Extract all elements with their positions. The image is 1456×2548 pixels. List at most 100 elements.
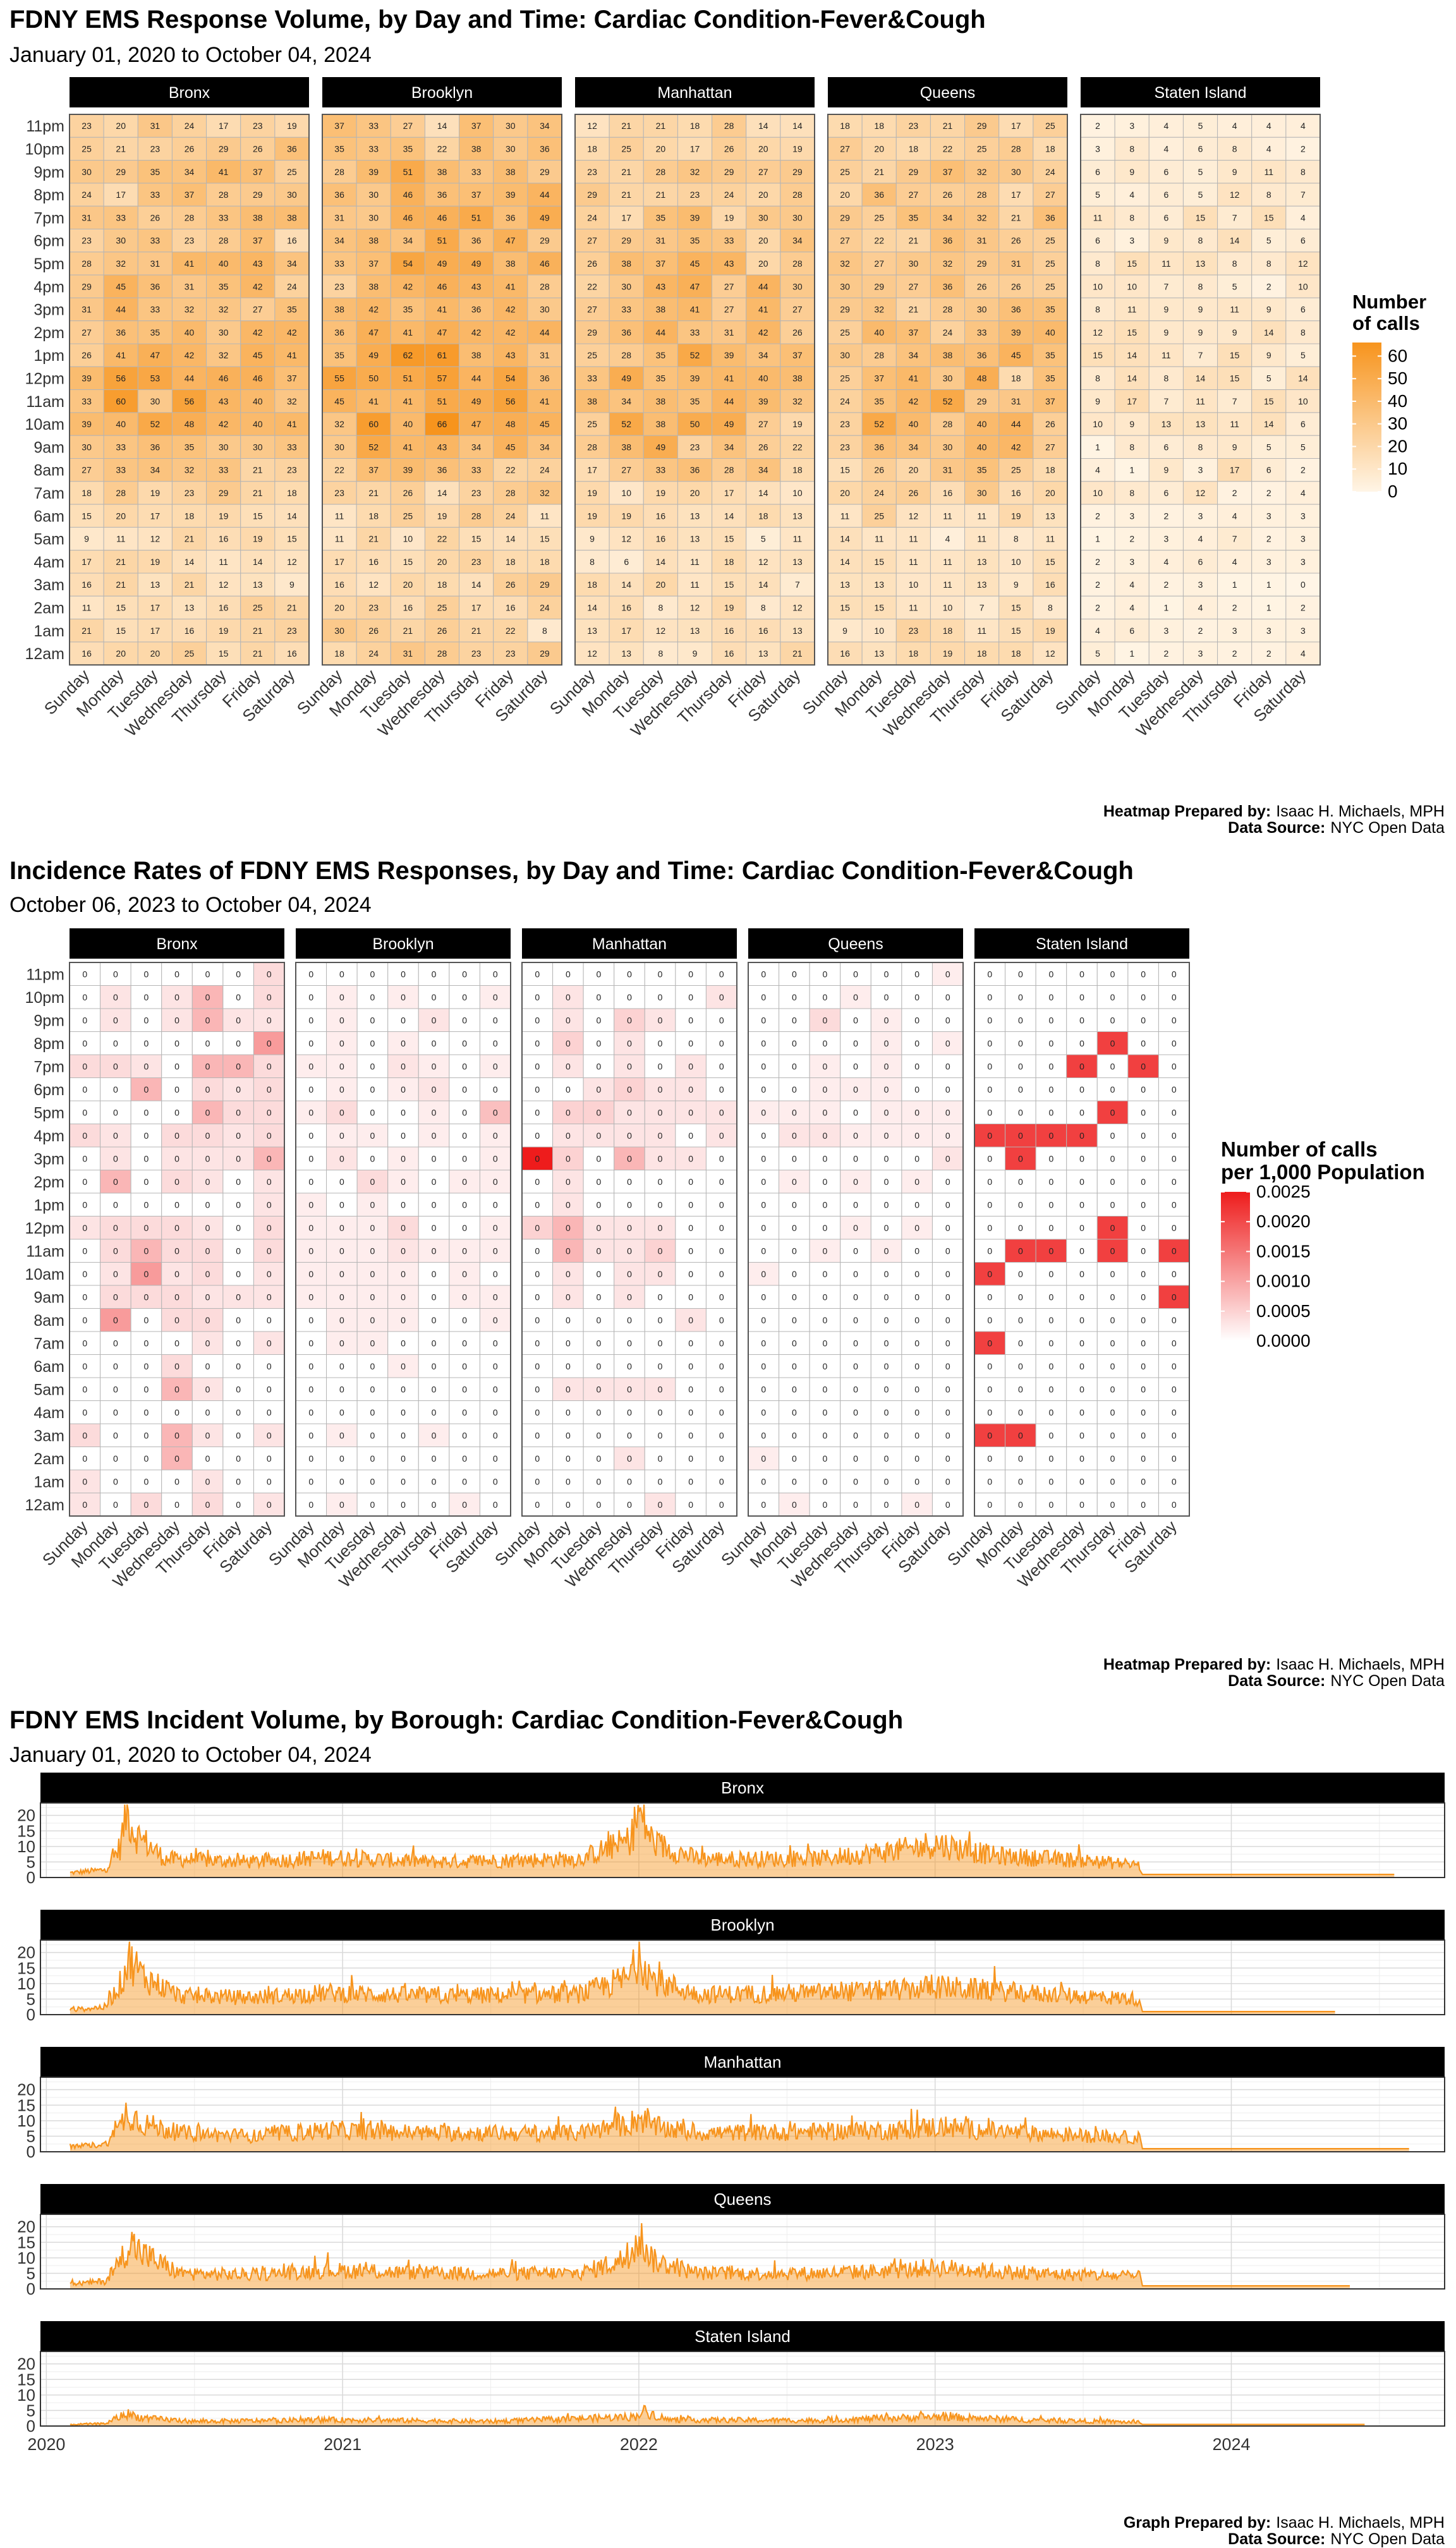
cell-value-label: 23: [690, 190, 700, 200]
cell-value-label: 0: [1049, 1015, 1054, 1025]
heatmap-cell: [322, 573, 357, 597]
cell-value-label: 16: [656, 511, 666, 521]
cell-value-label: 0: [462, 1038, 467, 1048]
cell-value-label: 0: [884, 992, 889, 1002]
cell-value-label: 0: [884, 1131, 889, 1141]
cell-value-label: 45: [116, 281, 126, 291]
cell-value-label: 14: [506, 534, 516, 544]
cell-value-label: 3: [1129, 511, 1134, 521]
cell-value-label: 40: [116, 419, 126, 429]
cell-value-label: 1: [1095, 534, 1100, 544]
cell-value-label: 0: [884, 969, 889, 979]
cell-value-label: 0: [401, 1131, 406, 1141]
cell-value-label: 19: [621, 511, 631, 521]
chart1-hour-label: 2pm: [33, 324, 64, 342]
cell-value-label: 0: [1141, 1361, 1146, 1371]
cell-value-label: 0: [1141, 1500, 1146, 1510]
cell-value-label: 0: [945, 992, 950, 1002]
cell-value-label: 0: [566, 1476, 571, 1486]
cell-value-label: 46: [403, 190, 413, 200]
cell-value-label: 3: [1163, 534, 1168, 544]
heatmap-cell: [171, 458, 207, 482]
cell-value-label: 19: [724, 602, 734, 612]
cell-value-label: 0: [658, 1131, 663, 1141]
cell-value-label: 0: [914, 1338, 919, 1348]
cell-value-label: 0: [308, 1500, 313, 1510]
cell-value-label: 0: [853, 992, 858, 1002]
chart2-credit-label: Heatmap Prepared by:: [1103, 1656, 1271, 1673]
cell-value-label: 1: [1232, 579, 1237, 590]
cell-value-label: 15: [1230, 373, 1240, 383]
chart3-credits: Graph Prepared by: Isaac H. Michaels, MPH…: [1124, 2514, 1445, 2548]
cell-value-label: 14: [792, 121, 803, 131]
cell-value-label: 30: [368, 190, 379, 200]
cell-value-label: 37: [334, 121, 344, 131]
cell-value-label: 6: [1301, 305, 1306, 315]
chart1-panel-frame: [69, 114, 310, 666]
cell-value-label: 0: [1079, 1107, 1084, 1117]
cell-value-label: 4: [1198, 602, 1203, 612]
cell-value-label: 14: [287, 511, 297, 521]
cell-value-label: 0: [1018, 1292, 1023, 1302]
cell-value-label: 0: [432, 1246, 437, 1256]
cell-value-label: 0: [370, 1153, 375, 1163]
heatmap-cell: [527, 366, 562, 391]
cell-value-label: 26: [792, 327, 803, 337]
cell-value-label: 8: [1163, 373, 1168, 383]
heatmap-cell: [69, 320, 104, 344]
cell-value-label: 3: [1129, 121, 1134, 131]
cell-value-label: 23: [185, 488, 195, 498]
cell-value-label: 9: [1129, 167, 1134, 177]
cell-value-label: 9: [1163, 305, 1168, 315]
cell-value-label: 0: [82, 1315, 87, 1325]
cell-value-label: 0: [174, 1084, 179, 1095]
cell-value-label: 60: [368, 419, 379, 429]
cell-value-label: 0: [853, 1177, 858, 1187]
heatmap-cell: [274, 641, 310, 665]
cell-value-label: 26: [943, 190, 953, 200]
heatmap-cell: [746, 252, 781, 276]
chart2-hour-label: 2pm: [33, 1174, 64, 1191]
cell-value-label: 0: [174, 1384, 179, 1394]
cell-value-label: 0: [432, 1453, 437, 1464]
cell-value-label: 0: [113, 1407, 118, 1417]
chart2-hour-label: 3am: [33, 1427, 64, 1445]
heatmap-cell: [206, 274, 241, 298]
cell-value-label: 0: [1110, 1384, 1115, 1394]
cell-value-label: 0: [761, 1153, 766, 1163]
cell-value-label: 0: [761, 1061, 766, 1071]
cell-value-label: 17: [724, 488, 734, 498]
cell-value-label: 0: [1049, 1061, 1054, 1071]
heatmap-cell: [527, 114, 562, 138]
cell-value-label: 9: [1198, 305, 1203, 315]
cell-value-label: 30: [840, 281, 850, 291]
cell-value-label: 0: [945, 1292, 950, 1302]
cell-value-label: 34: [471, 442, 482, 452]
cell-value-label: 38: [287, 212, 297, 222]
cell-value-label: 30: [909, 258, 919, 269]
cell-value-label: 0: [566, 1338, 571, 1348]
cell-value-label: 13: [1196, 419, 1206, 429]
cell-value-label: 2: [1232, 488, 1237, 498]
heatmap-cell: [356, 274, 391, 298]
cell-value-label: 0: [1079, 1430, 1084, 1440]
heatmap-cell: [390, 229, 425, 253]
chart2-hour-label: 4am: [33, 1404, 64, 1422]
cell-value-label: 12: [909, 511, 919, 521]
cell-value-label: 11: [793, 534, 803, 544]
cell-value-label: 20: [116, 121, 126, 131]
cell-value-label: 0: [914, 1269, 919, 1279]
cell-value-label: 38: [506, 258, 516, 269]
cell-value-label: 0: [1049, 1199, 1054, 1210]
cell-value-label: 21: [471, 626, 482, 636]
cell-value-label: 0: [339, 1338, 344, 1348]
cell-value-label: 27: [909, 190, 919, 200]
cell-value-label: 0: [370, 1061, 375, 1071]
cell-value-label: 0: [205, 1338, 210, 1348]
cell-value-label: 0: [401, 1500, 406, 1510]
cell-value-label: 7: [1301, 190, 1306, 200]
cell-value-label: 0: [236, 1384, 241, 1394]
cell-value-label: 8: [1048, 602, 1053, 612]
chart2-hour-label: 8am: [33, 1312, 64, 1330]
